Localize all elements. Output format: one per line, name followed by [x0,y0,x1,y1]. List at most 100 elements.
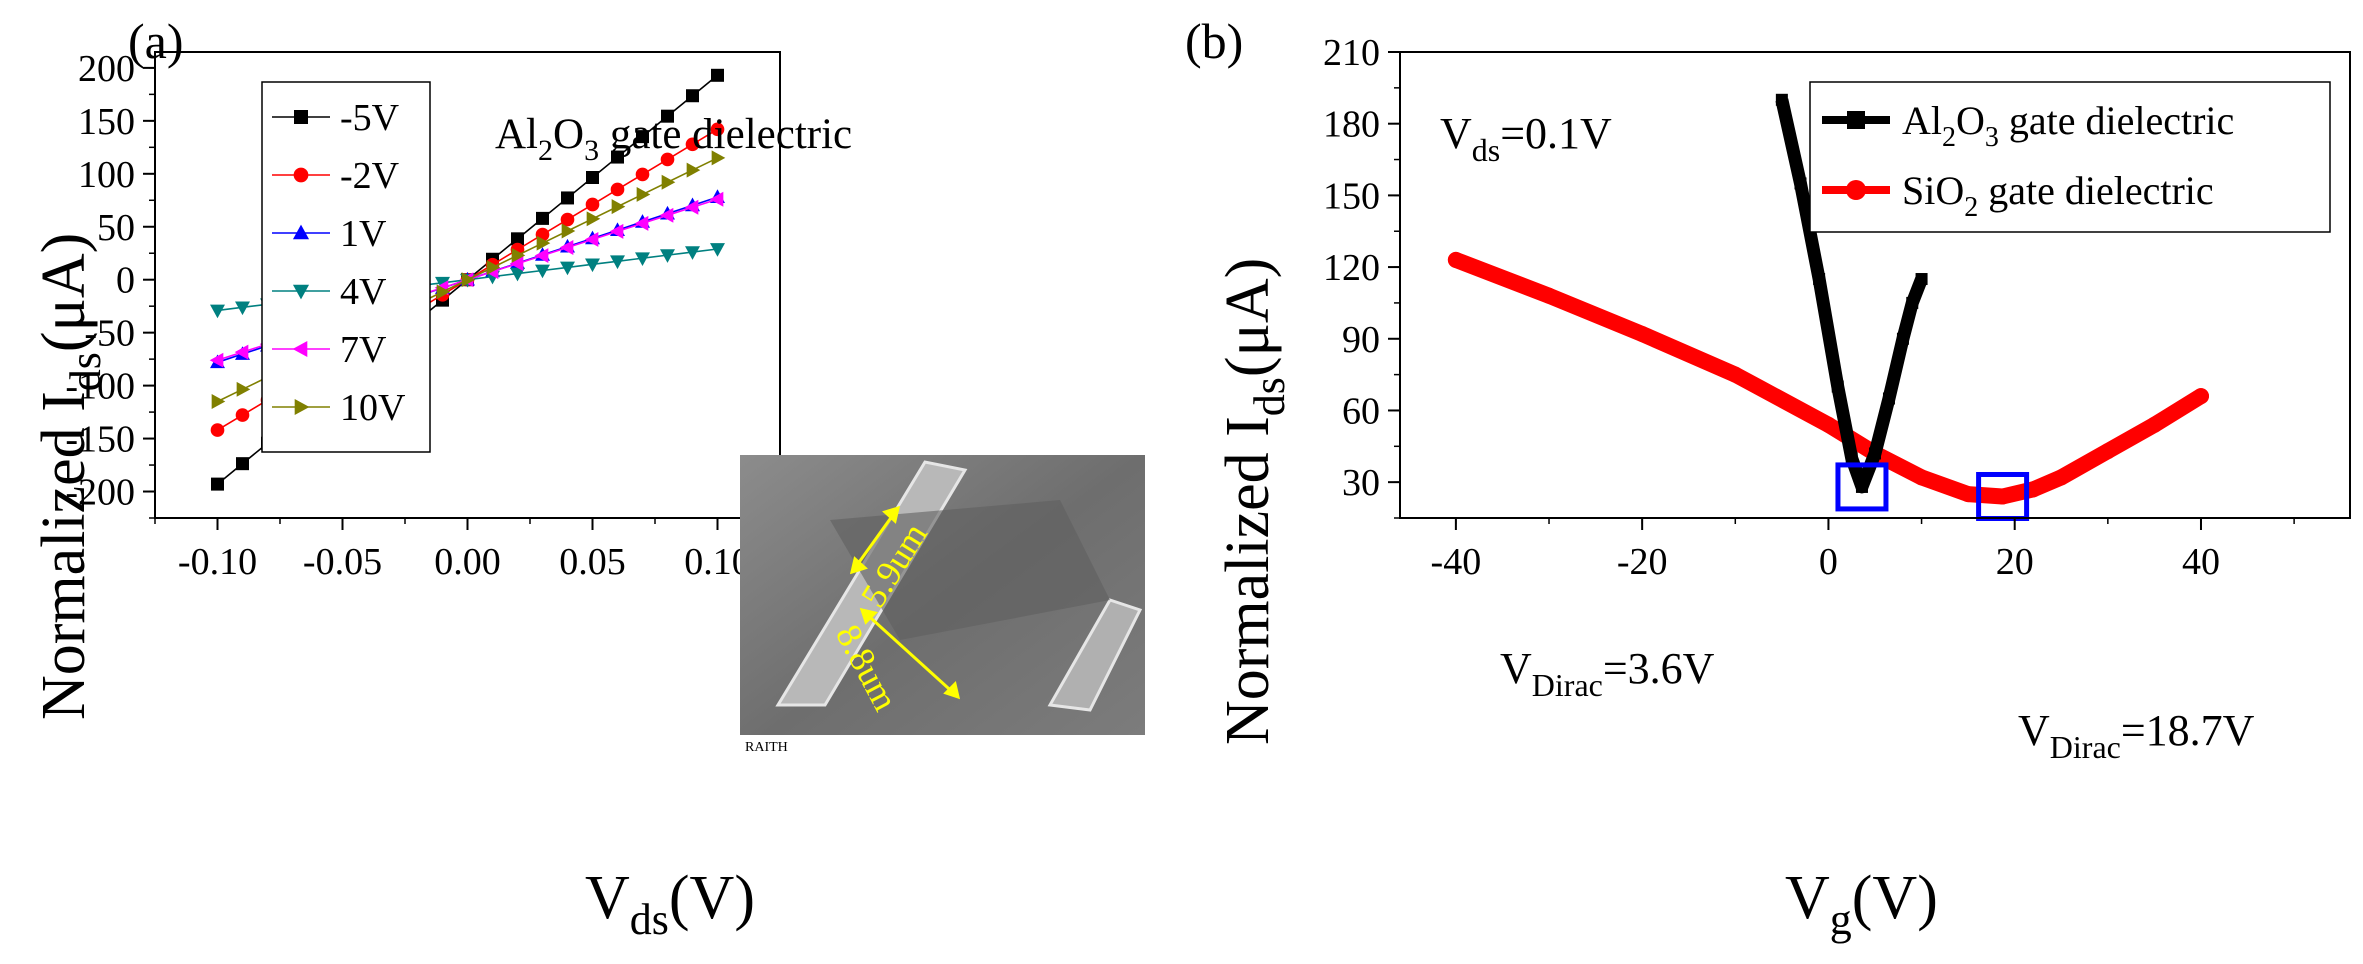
x-tick-label: -0.05 [303,541,382,583]
panel-a-legend: -5V -2V 1V 4V 7V 10V [261,81,431,453]
data-point-sio2-2 [1634,325,1651,342]
dirac-label-al2o3: VDirac=3.6V [1500,644,1715,703]
x-tick-label: 0.10 [684,541,751,583]
x-tick-label: -0.10 [178,541,257,583]
y-tick-label: 150 [1323,175,1380,217]
x-tick-label: 0 [1819,541,1838,583]
data-point--5V-17 [636,130,649,144]
dirac-point-box-0 [1835,462,1889,512]
data-point-sio2-8 [1994,488,2011,505]
data-point-4V-12 [510,267,525,282]
legend-entry-10V: 10V [272,387,406,429]
data-point-al2o3-2 [1813,273,1826,286]
data-point-10V-16 [611,199,626,215]
data-point--2V-17 [635,167,650,182]
y-tick-label: 120 [1323,247,1380,289]
legend-marker [292,340,308,358]
data-point-10V-11 [486,260,501,275]
legend-entry-4V: 4V [272,271,387,313]
panel-b: (b) -40 -20 0 20 40 30 60 90 120 150 180 210 Al2O3 … [1185,13,2351,944]
data-point-10V-20 [711,150,726,166]
data-point-7V-14 [559,240,574,255]
data-point--5V-12 [511,232,524,246]
sem-brand: RAITH [745,740,788,755]
y-tick-label: 60 [1342,390,1380,432]
data-point-4V-13 [535,264,550,279]
y-tick-label: -200 [65,472,135,514]
data-point--2V-0 [210,423,225,437]
data-point-4V-17 [635,252,650,267]
data-point--2V-15 [585,197,600,212]
panel-a-y-axis-label: Normalized Ids(μA) [30,233,110,720]
data-point--5V-1 [236,457,249,471]
panel-b-legend: Al2O3 gate dielectric SiO2 gate dielectri… [1809,81,2331,233]
x-tick-label: 40 [2182,541,2220,583]
panel-a-annotation: Al2O3 gate dielectric [495,111,852,167]
panel-a-axes: -0.10 -0.05 0.00 0.05 0.10 -200 -150 -100 -50 0 50… [65,48,781,583]
y-tick-label: 180 [1323,104,1380,146]
legend-marker [294,110,308,124]
data-point-sio2-3 [1727,366,1744,383]
data-point--5V-15 [586,171,599,185]
panel-b-axes: -40 -20 0 20 40 30 60 90 120 150 180 210 [1323,32,2351,583]
panel-a: (a) -0.10 -0.05 0.00 0.05 0.10-200-150-100-5… [30,13,1145,944]
legend-box [261,81,431,453]
data-point-7V-16 [609,223,624,239]
data-point-4V-15 [585,258,600,273]
data-point-10V-9 [436,284,451,300]
panel-b-vds-annotation: Vds=0.1V [1440,109,1612,168]
legend-label: SiO2 gate dielectric [1902,168,2214,223]
data-point-7V-13 [534,248,549,264]
y-tick-label: -50 [84,313,135,355]
x-tick-label: 0.00 [434,541,501,583]
data-point--2V-1 [235,408,250,422]
y-tick-label: 50 [97,207,135,249]
y-tick-label: -100 [65,366,135,408]
series-al2o3 [1775,93,1928,494]
data-point-sio2-12 [2146,416,2163,433]
legend-marker [292,284,310,300]
legend-label: 1V [340,213,387,255]
data-point-7V-18 [659,207,674,223]
x-tick-label: -40 [1431,541,1482,583]
legend-box [1809,81,2331,233]
data-point--5V-16 [611,150,624,164]
x-tick-label: 0.05 [559,541,626,583]
y-tick-label: 100 [78,154,135,196]
data-point--2V-16 [610,182,625,197]
data-point--2V-20 [710,122,725,137]
data-point--5V-19 [686,89,699,103]
data-point--2V-19 [685,137,700,152]
data-point-7V-17 [634,215,649,231]
panel-a-x-axis-label: Vds(V) [585,864,755,944]
y-tick-label: 200 [78,48,135,90]
data-point-4V-14 [560,261,575,276]
data-point-al2o3-6 [1869,447,1881,460]
data-point-10V-12 [511,247,526,263]
panel-b-label: (b) [1185,13,1243,69]
data-point--5V-20 [711,68,724,82]
sem-electrode-right [1047,598,1143,712]
data-point-sio2-10 [2053,469,2070,486]
data-point-7V-1 [234,344,249,360]
sem-measure-arrow-1 [849,505,901,575]
legend-label: -5V [340,97,400,139]
legend-marker [292,224,310,240]
legend-entry--5V: -5V [272,97,400,139]
data-point-7V-19 [684,199,699,215]
y-tick-label: 150 [78,101,135,143]
data-point--2V-14 [560,212,575,227]
data-point-10V-18 [661,174,676,190]
data-point-4V-0 [210,304,225,319]
data-point-sio2-7 [1960,486,1977,503]
y-tick-label: 30 [1342,462,1380,504]
data-point--5V-14 [561,191,574,205]
series-sio2 [1447,251,2209,505]
legend-marker [294,398,310,416]
legend-marker [1847,111,1865,129]
data-point-7V-20 [709,191,724,207]
dirac-label-sio2: VDirac=18.7V [2018,706,2255,765]
legend-marker [293,167,309,183]
legend-marker [1846,180,1866,200]
